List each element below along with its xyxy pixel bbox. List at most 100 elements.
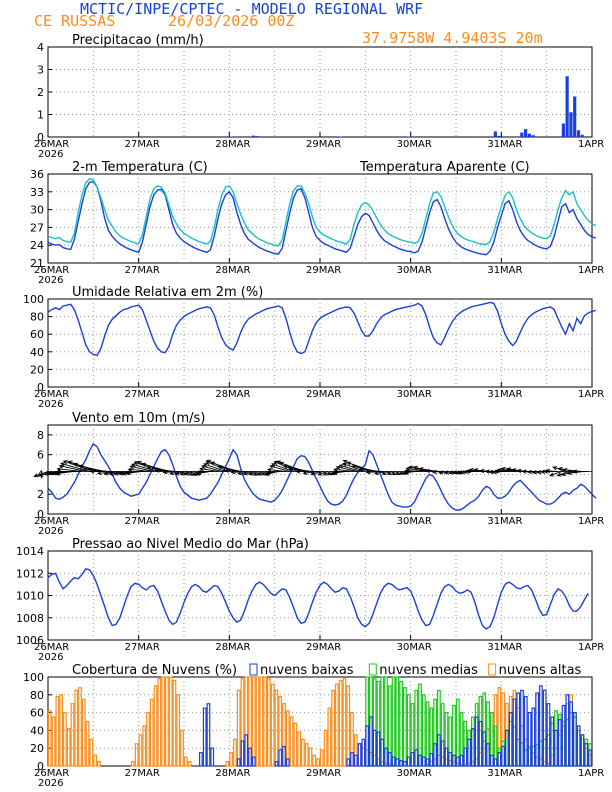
precip-bar [335,136,339,137]
x-tick-label: 1APR [578,516,604,527]
wind-vector [339,464,362,472]
wind-vector-head [43,471,49,476]
cloud-bar-nuvens-baixas [455,756,460,767]
precip-bar [527,133,531,137]
wind-vector [59,465,86,472]
cloud-bar-nuvens-altas [233,738,237,767]
y-tick-label: 1010 [16,590,44,603]
wind-vector-head [322,471,328,476]
x-tick-label: 26MAR [34,642,69,653]
cloud-bar-nuvens-baixas [395,758,400,767]
cloud-bar-nuvens-altas [297,731,302,767]
cloud-bar-nuvens-baixas [471,728,475,767]
wind-vector-head [38,472,44,477]
cloud-bar-nuvens-baixas [467,738,472,767]
cloud-bar-nuvens-altas [267,678,271,767]
y-tick-label: 27 [30,221,44,234]
y-tick-label: 36 [30,168,44,181]
legend-swatch [488,663,497,676]
cloud-bar-nuvens-baixas [448,752,453,767]
wind-vector-head [191,471,197,476]
cloud-bar-nuvens-baixas [399,760,404,767]
wind-vector-head [310,471,316,476]
wind-vector-head [169,471,175,476]
y-tick-label: 60 [30,707,44,720]
x-tick-label: 27MAR [125,265,160,276]
x-year-label: 2026 [38,399,63,410]
cloud-bar-nuvens-baixas [557,719,562,767]
wind-vector-head [412,465,418,470]
wind-vector-head [536,469,542,475]
y-tick-label: 20 [30,742,44,755]
wind-vector-head [206,459,212,464]
cloud-bar-nuvens-altas [323,729,328,767]
series-line-rh [47,301,596,357]
header-title: MCTIC/INPE/CPTEC - MODELO REGIONAL WRF [80,0,423,18]
cloud-bar-nuvens-altas [63,711,67,767]
wind-vector-head [82,467,88,472]
y-tick-label: 1012 [16,567,44,580]
cloud-bar-nuvens-baixas [584,743,589,767]
cloud-bar-nuvens-baixas [199,752,203,767]
y-tick-label: 2 [37,488,44,501]
cloud-bar-nuvens-altas [172,679,177,767]
precip-bar [565,76,569,137]
x-tick-label: 31MAR [487,642,522,653]
wind-vector [243,471,256,475]
wind-vector [257,471,268,476]
cloud-bar-nuvens-altas [97,760,101,767]
wind-vector-head [395,471,401,475]
wind-vector-head [146,465,152,471]
wind-vector-head [539,469,545,474]
wind-vector-head [418,467,424,472]
panel-title: Precipitacao (mm/h) [72,33,204,48]
cloud-bar-nuvens-baixas [546,703,551,767]
x-tick-label: 29MAR [306,389,341,400]
cloud-bar-nuvens-altas [335,683,339,767]
x-tick-label: 31MAR [487,516,522,527]
wind-vector-head [140,462,146,467]
wind-vector-head [78,464,84,469]
precip-bar [580,134,584,137]
precip-bar [255,136,259,137]
wind-vector-head [269,464,275,469]
wind-vector-head [113,471,119,476]
legend-swatch [368,663,377,676]
wind-vector-head [455,470,461,475]
cloud-bar-nuvens-baixas [512,698,517,767]
y-tick-label: 40 [30,346,44,359]
cloud-bar-nuvens-altas [176,694,181,767]
precip-bar [493,131,497,137]
panel-title: Cobertura de Nuvens (%) [72,663,237,678]
wind-vector-head [154,468,160,473]
x-tick-label: 27MAR [125,642,160,653]
cloud-bar-nuvens-altas [225,760,230,767]
cloud-bar-nuvens-baixas [361,738,366,767]
cloud-bar-nuvens-altas [149,698,154,767]
cloud-bar-nuvens-baixas [350,752,354,767]
x-tick-label: 30MAR [397,389,432,400]
wind-vector-head [521,469,527,474]
wind-vector-head [127,467,133,472]
cloud-bar-nuvens-medias [399,680,404,767]
wind-vector-head [129,464,135,470]
cloud-bar-nuvens-baixas [387,752,392,767]
cloud-bar-nuvens-altas [70,703,75,767]
cloud-bar-nuvens-altas [81,698,86,767]
x-tick-label: 28MAR [215,139,250,150]
cloud-bar-nuvens-baixas [357,743,362,767]
cloud-bar-nuvens-medias [395,676,400,767]
panel-title: Pressao ao Nivel Medio do Mar (hPa) [72,537,309,552]
wind-vector [202,465,222,472]
y-tick-label: 21 [30,257,44,270]
y-tick-label: 60 [30,328,44,341]
x-tick-label: 29MAR [306,642,341,653]
x-tick-label: 28MAR [215,642,250,653]
x-tick-label: 26MAR [34,389,69,400]
wind-vector-head [552,466,558,471]
cloud-bar-nuvens-altas [142,725,147,767]
wind-vector-head [391,471,397,476]
precip-bar [233,136,237,137]
precip-bar [410,136,414,137]
x-tick-label: 1APR [578,265,604,276]
